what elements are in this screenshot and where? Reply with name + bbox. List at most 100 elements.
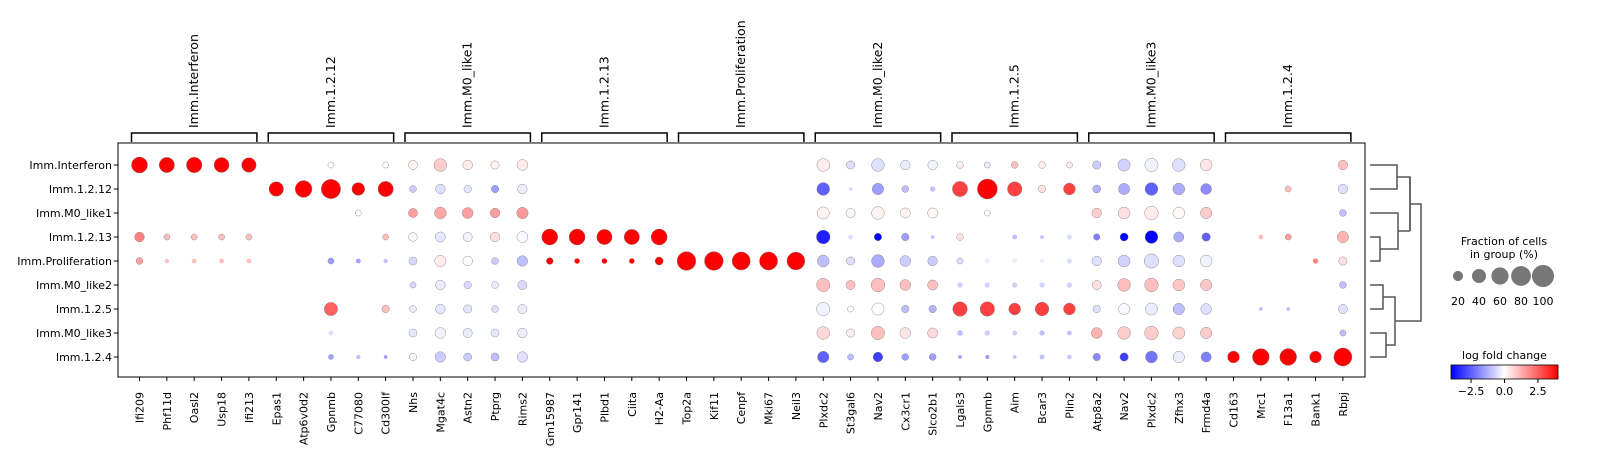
dot xyxy=(657,307,662,311)
dots xyxy=(131,156,1353,367)
dot xyxy=(568,228,586,246)
dot xyxy=(901,233,910,241)
dot xyxy=(191,354,197,360)
dot xyxy=(1117,158,1131,172)
gene-label: Bcar3 xyxy=(1036,392,1049,424)
dot xyxy=(1066,354,1072,360)
dot xyxy=(164,307,169,311)
dot xyxy=(383,258,388,264)
dot xyxy=(1200,158,1213,172)
dot xyxy=(463,281,472,289)
dot xyxy=(435,231,446,243)
dot xyxy=(1039,210,1045,216)
dot xyxy=(984,161,991,169)
dot xyxy=(219,258,224,264)
dot xyxy=(1092,353,1101,361)
dot xyxy=(1091,280,1102,290)
dot xyxy=(382,161,389,169)
group-labels: Imm.Interferon Imm.1.2.12 Imm.M0_like1 Imm.… xyxy=(17,159,118,364)
dot xyxy=(301,331,306,335)
dot xyxy=(517,304,528,314)
gene-group-bracket xyxy=(541,132,668,142)
dot xyxy=(137,331,142,335)
dot xyxy=(1011,161,1019,169)
dot xyxy=(739,211,744,215)
dot xyxy=(984,282,990,288)
dot xyxy=(1339,329,1347,337)
dot xyxy=(848,187,853,191)
dot xyxy=(491,281,499,289)
dot xyxy=(1172,206,1185,220)
dot xyxy=(845,208,856,218)
dot xyxy=(602,307,607,311)
dot xyxy=(329,235,333,239)
dot xyxy=(1093,233,1101,241)
dot xyxy=(1118,303,1130,315)
dot xyxy=(219,211,224,215)
dot xyxy=(872,351,883,363)
dot xyxy=(1118,183,1130,195)
size-legend-dot xyxy=(1452,270,1464,282)
dot xyxy=(409,305,417,313)
dot xyxy=(1144,253,1159,269)
dot xyxy=(1258,234,1264,240)
dot xyxy=(463,185,472,193)
dot xyxy=(575,307,579,311)
dot xyxy=(958,355,962,359)
dot xyxy=(462,255,473,267)
dot xyxy=(516,207,529,219)
group-label: Imm.M0_like2 xyxy=(36,279,112,292)
gene-label: Atp6v0d2 xyxy=(298,392,311,445)
gene-group-label: Imm.1.2.12 xyxy=(323,56,338,128)
dot xyxy=(1012,258,1018,264)
dot xyxy=(1172,182,1185,196)
dot xyxy=(246,186,252,192)
gene-label: H2-Aa xyxy=(653,392,666,425)
dot xyxy=(247,307,251,311)
dot xyxy=(295,180,313,198)
dot xyxy=(246,258,252,264)
dot xyxy=(1200,327,1213,339)
dot xyxy=(1200,207,1213,219)
dot xyxy=(434,255,447,267)
dot xyxy=(134,231,145,243)
dot xyxy=(163,233,171,241)
dot xyxy=(1309,350,1322,364)
dot xyxy=(927,255,938,267)
dot xyxy=(1172,254,1185,268)
dot xyxy=(1286,163,1291,167)
dot xyxy=(516,231,529,243)
dot xyxy=(929,353,937,361)
dot xyxy=(847,305,854,313)
dot xyxy=(676,251,697,271)
dot xyxy=(601,258,608,264)
dot xyxy=(927,159,938,171)
dot xyxy=(191,258,197,264)
dot xyxy=(1285,258,1291,264)
gene-group-label: Imm.Proliferation xyxy=(733,20,748,128)
dot xyxy=(1066,330,1072,336)
gene-label: Nhs xyxy=(407,392,420,413)
dot xyxy=(1092,160,1102,170)
dot xyxy=(516,255,528,267)
dot xyxy=(1117,206,1131,220)
dot xyxy=(408,256,418,266)
gene-group-bracket xyxy=(951,132,1079,142)
dot xyxy=(1063,302,1076,316)
size-legend-label: 80 xyxy=(1514,295,1528,308)
size-legend-label: 60 xyxy=(1493,295,1507,308)
dot xyxy=(574,162,580,168)
gene-group-bracket xyxy=(814,132,942,142)
gene-label: Gm15987 xyxy=(544,392,557,446)
dot xyxy=(1012,210,1018,216)
dot xyxy=(1339,209,1347,217)
dot xyxy=(219,331,224,335)
dot xyxy=(192,331,197,335)
dot xyxy=(952,181,968,197)
dot xyxy=(164,258,170,264)
dot xyxy=(246,354,252,360)
dot xyxy=(979,301,995,317)
dot xyxy=(164,331,169,335)
dot xyxy=(490,207,501,219)
